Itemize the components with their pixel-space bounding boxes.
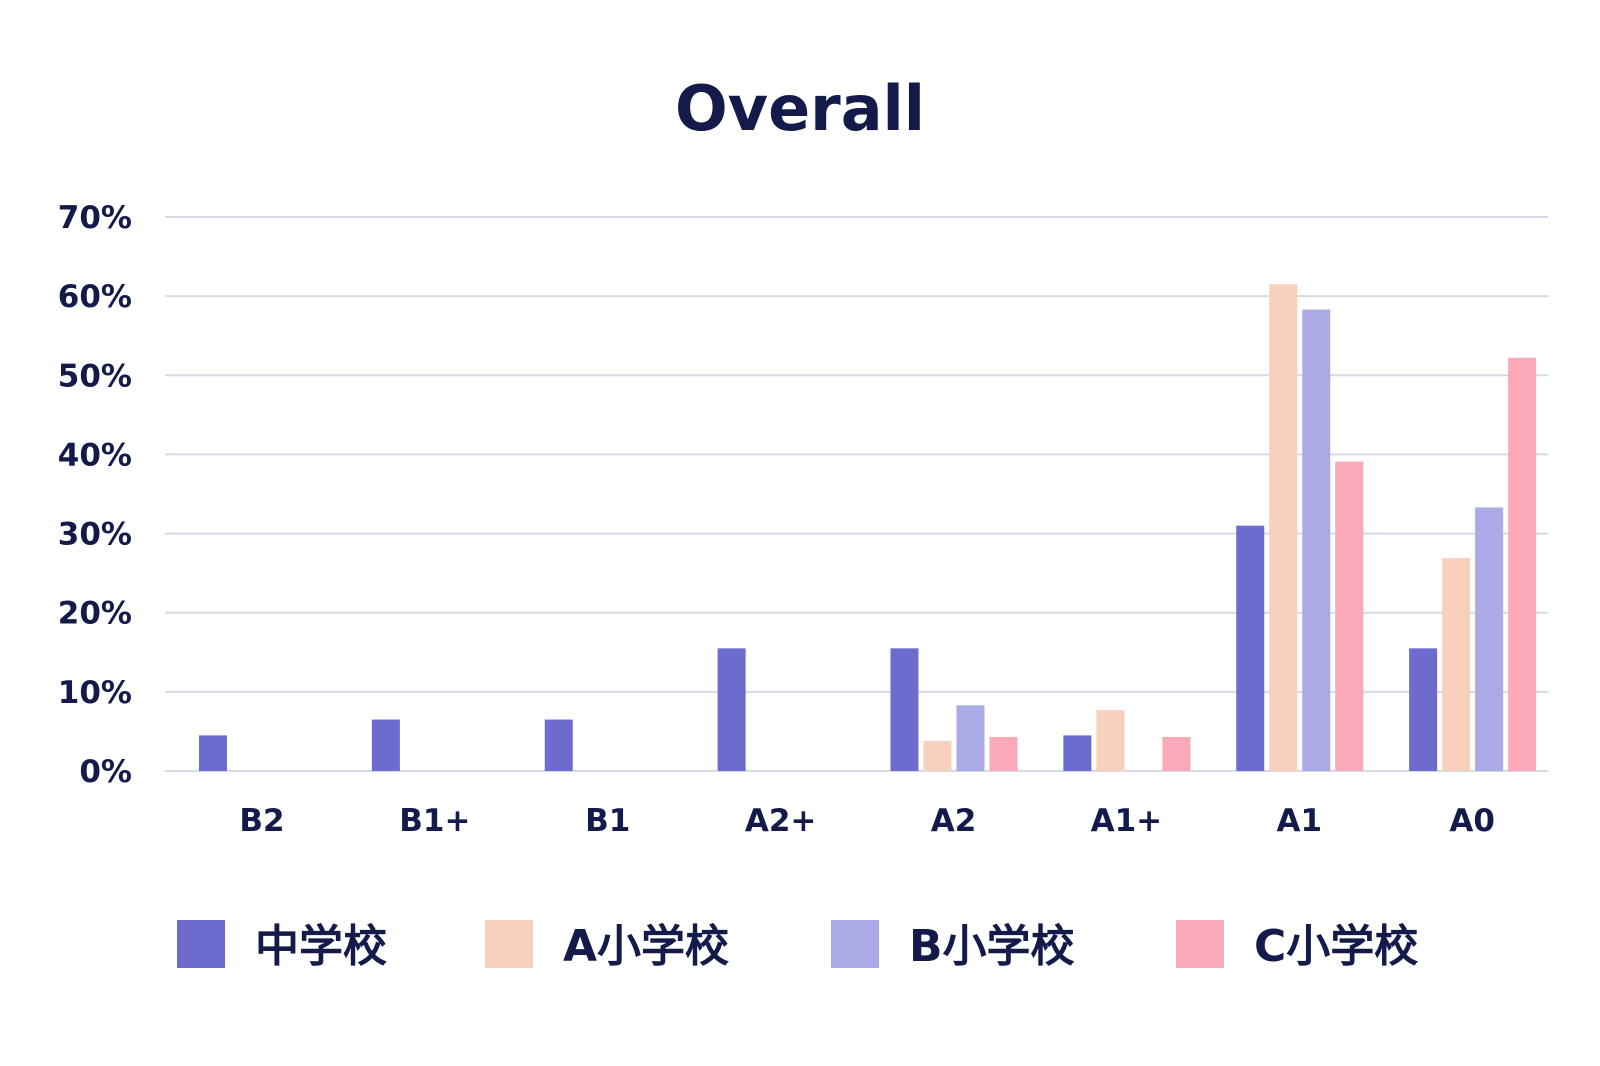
y-tick-label: 70% [58,200,132,236]
grid-lines [165,216,1548,772]
y-tick-label: 0% [79,754,132,790]
legend-item: A小学校 [485,920,729,972]
bar-A2-A小学校 [923,740,952,771]
y-axis-ticks: 0% 10% 20% 30% 40% 50% 60% 70% [58,200,132,790]
y-tick-label: 50% [58,358,132,394]
bar-A1+-A小学校 [1096,710,1125,771]
bars [199,284,1537,771]
chart-title: Overall [675,72,925,145]
bar-A1-中学校 [1236,525,1265,771]
bar-A1-C小学校 [1335,461,1364,771]
bar-B1+-中学校 [371,719,400,771]
legend-swatch [177,920,225,968]
bar-B2-中学校 [199,735,227,771]
y-tick-label: 10% [58,675,132,711]
legend-label: C小学校 [1254,921,1418,972]
bar-A0-C小学校 [1508,357,1537,771]
bar-A1-A小学校 [1269,284,1298,771]
bar-A2-B小学校 [956,705,985,771]
bar-A1+-中学校 [1063,735,1092,771]
y-tick-label: 20% [58,596,132,632]
bar-A1-B小学校 [1302,309,1331,771]
x-tick-label: B1 [585,803,630,839]
bar-A0-B小学校 [1475,507,1504,771]
x-tick-label: A2+ [745,803,817,839]
legend-swatch [831,920,879,968]
bar-B1-中学校 [544,719,573,771]
x-tick-label: B2 [239,803,284,839]
y-tick-label: 60% [58,279,132,315]
legend-item: 中学校 [177,920,387,972]
x-tick-label: A2 [931,803,977,839]
legend-label: B小学校 [909,921,1075,972]
bar-A1+-C小学校 [1162,736,1191,771]
y-tick-label: 40% [58,437,132,473]
x-tick-label: B1+ [399,803,470,839]
x-tick-label: A1+ [1091,803,1163,839]
legend-swatch [1176,920,1224,968]
legend-label: 中学校 [255,921,387,972]
bar-A0-中学校 [1409,648,1438,771]
legend-item: C小学校 [1176,920,1418,972]
bar-A0-A小学校 [1442,558,1471,771]
legend-item: B小学校 [831,920,1075,972]
x-axis-categories: B2 B1+ B1 A2+ A2 A1+ A1 A0 [239,803,1495,839]
x-tick-label: A1 [1276,803,1322,839]
y-tick-label: 30% [58,517,132,553]
bar-A2-C小学校 [989,736,1018,771]
legend-label: A小学校 [563,921,729,972]
x-tick-label: A0 [1449,803,1495,839]
legend-swatch [485,920,533,968]
bar-A2-中学校 [890,648,919,771]
legend: 中学校 A小学校 B小学校 C小学校 [177,920,1418,972]
bar-A2+-中学校 [717,648,746,771]
